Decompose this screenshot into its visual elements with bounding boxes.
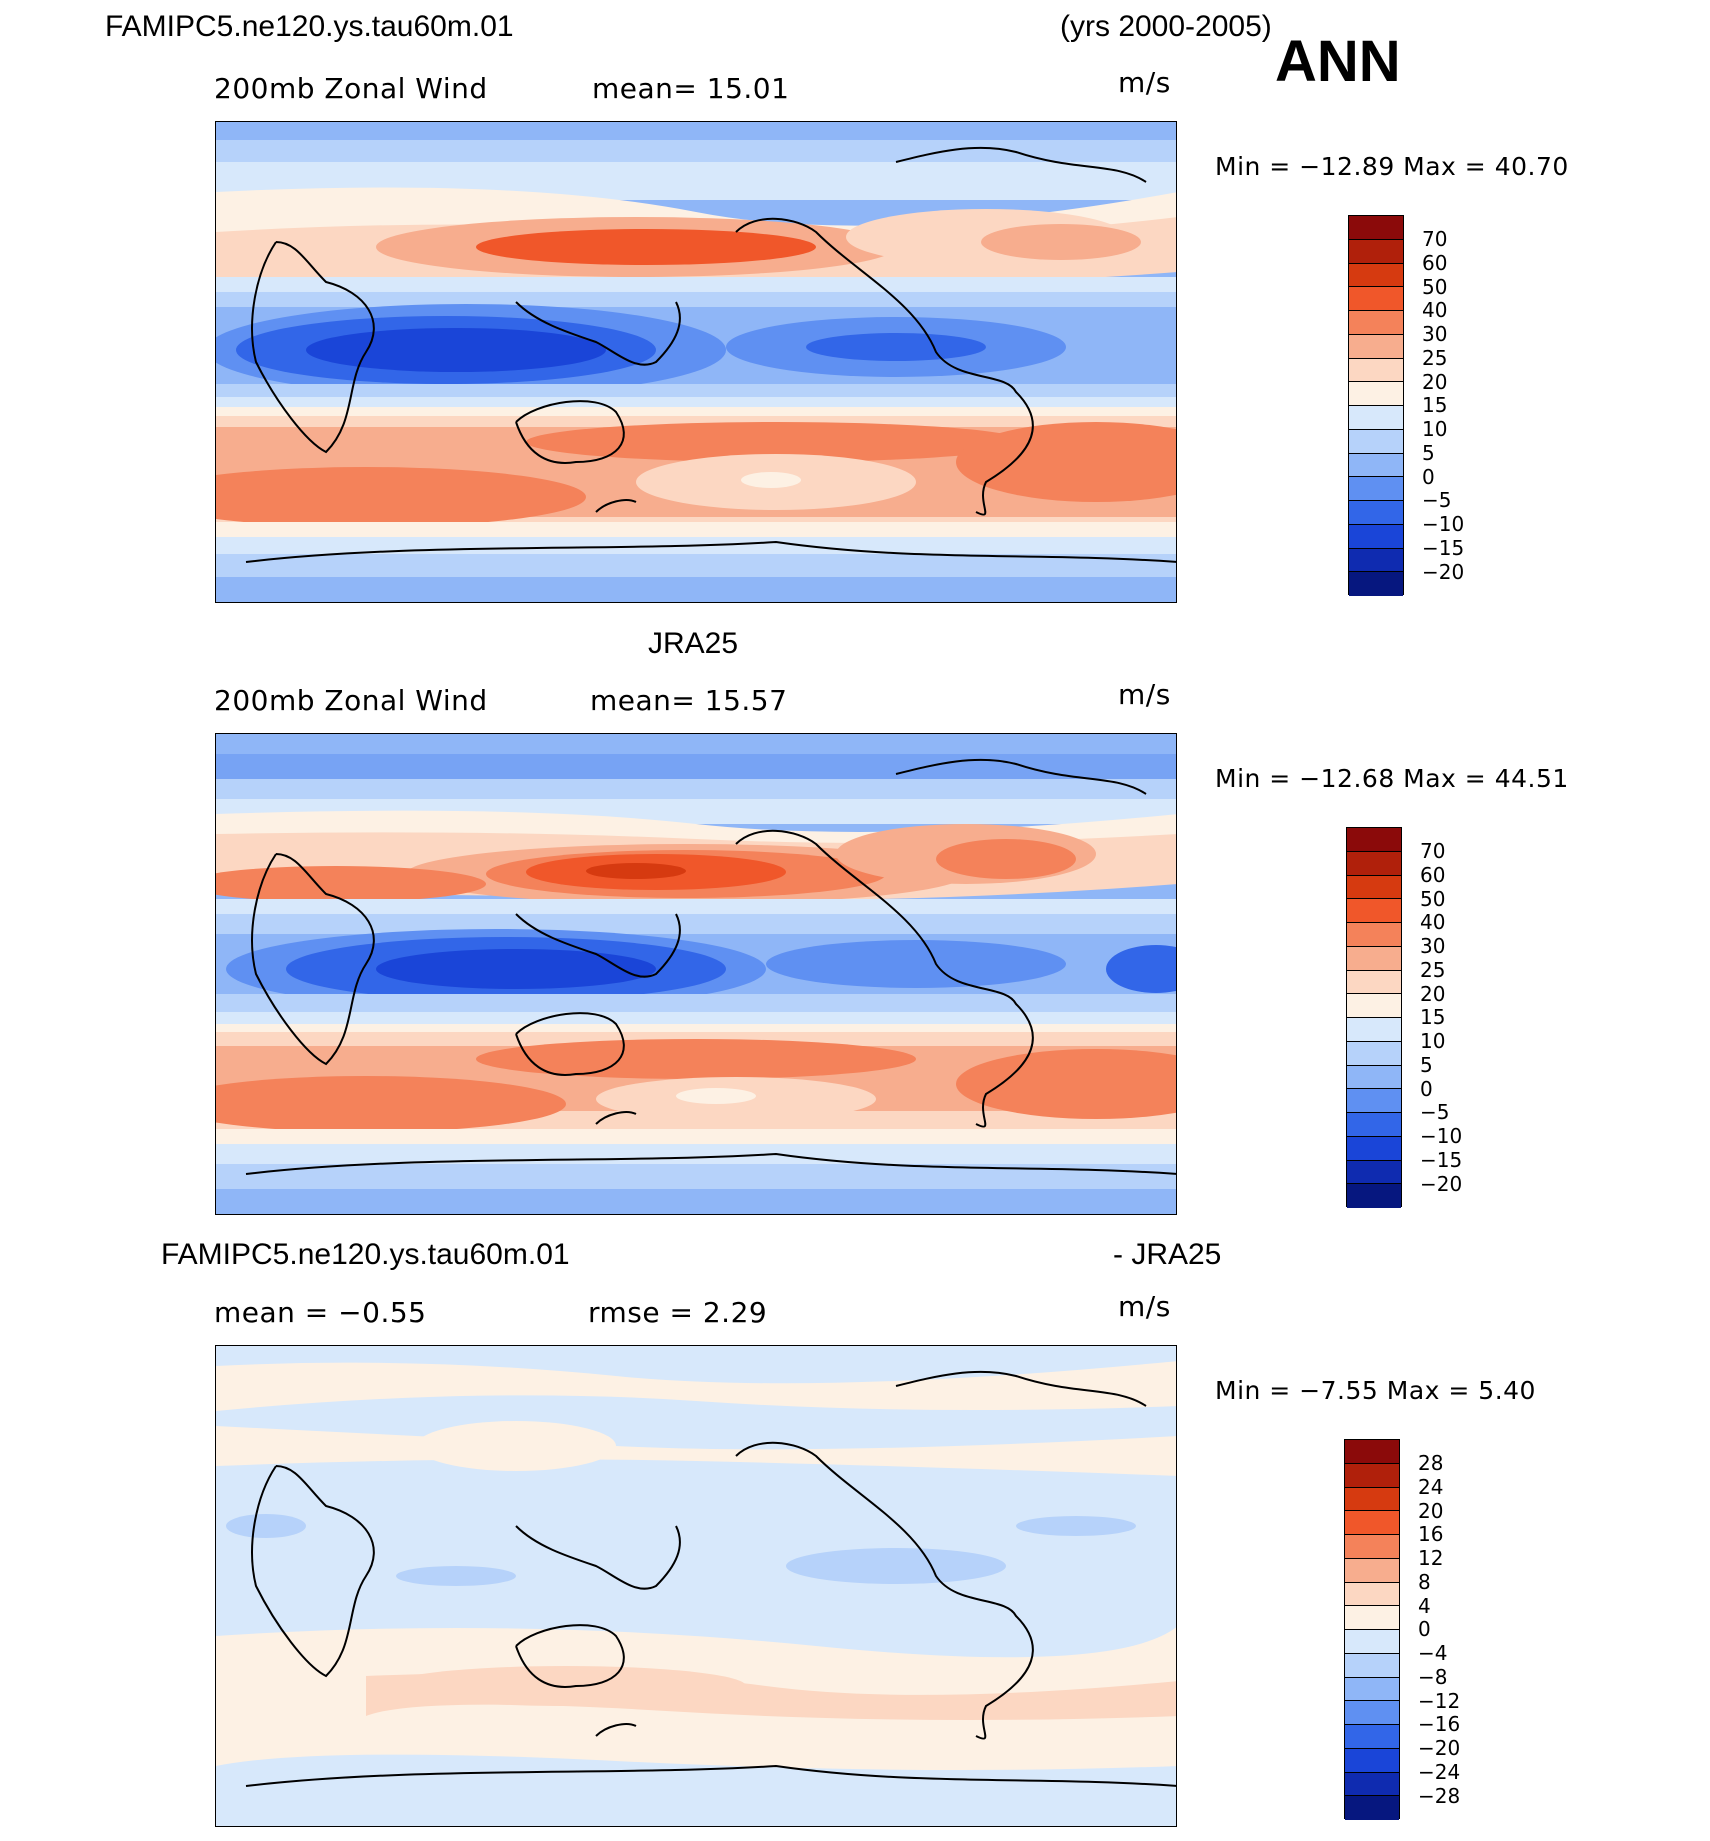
colorbar-label: 15 xyxy=(1422,393,1448,418)
panel3-units-label: m/s xyxy=(1118,1290,1171,1323)
colorbar-label: 8 xyxy=(1418,1569,1431,1594)
colorbar-label: −28 xyxy=(1418,1783,1461,1808)
panel2-title: JRA25 xyxy=(648,627,739,660)
colorbar-label: −10 xyxy=(1420,1124,1463,1148)
panel2-mean-label: mean= 15.57 xyxy=(590,684,788,717)
colorbar-label: 0 xyxy=(1418,1617,1431,1642)
colorbar-label: −24 xyxy=(1418,1759,1461,1784)
colorbar-label: −15 xyxy=(1422,535,1465,560)
colorbar-label: −4 xyxy=(1418,1641,1448,1665)
panel2-units-label: m/s xyxy=(1118,678,1171,711)
panel2-contour-map xyxy=(216,734,1176,1214)
panel3-title-left: FAMIPC5.ne120.ys.tau60m.01 xyxy=(161,1238,570,1271)
colorbar-label: 60 xyxy=(1422,250,1448,275)
panel2-minmax-label: Min = −12.68 Max = 44.51 xyxy=(1215,764,1569,793)
panel1-mean-label: mean= 15.01 xyxy=(592,72,790,105)
colorbar-label: −12 xyxy=(1418,1688,1461,1713)
panel3-rmse-label: rmse = 2.29 xyxy=(588,1296,768,1329)
colorbar-label: 0 xyxy=(1420,1076,1433,1101)
panel1-minmax-label: Min = −12.89 Max = 40.70 xyxy=(1215,152,1569,181)
colorbar-label: 0 xyxy=(1422,464,1435,489)
panel2-map xyxy=(215,733,1177,1215)
colorbar-label: 16 xyxy=(1418,1522,1444,1547)
colorbar-label: 70 xyxy=(1420,839,1446,863)
colorbar-label: 4 xyxy=(1418,1593,1431,1618)
colorbar-label: −20 xyxy=(1422,559,1465,584)
panel1-units-label: m/s xyxy=(1118,66,1171,99)
colorbar-label: 70 xyxy=(1422,227,1448,251)
colorbar-label: −16 xyxy=(1418,1712,1461,1737)
case-name-title: FAMIPC5.ne120.ys.tau60m.01 xyxy=(105,10,514,43)
colorbar-label: 40 xyxy=(1422,298,1448,323)
colorbar-label: 25 xyxy=(1422,345,1448,370)
colorbar-label: 30 xyxy=(1420,934,1446,958)
colorbar-label: 50 xyxy=(1422,274,1448,299)
colorbar-label: −15 xyxy=(1420,1147,1463,1172)
panel1-contour-map xyxy=(216,122,1176,602)
colorbar-label: 20 xyxy=(1418,1498,1444,1523)
colorbar-label: 15 xyxy=(1420,1005,1446,1030)
years-label: (yrs 2000-2005) xyxy=(1060,10,1272,43)
colorbar-label: 5 xyxy=(1420,1052,1433,1077)
panel3-mean-label: mean = −0.55 xyxy=(214,1296,427,1329)
colorbar-label: 25 xyxy=(1420,957,1446,982)
colorbar-label: 50 xyxy=(1420,886,1446,911)
colorbar-label: 24 xyxy=(1418,1474,1444,1499)
colorbar-label: −8 xyxy=(1418,1664,1448,1689)
colorbar-label: 30 xyxy=(1422,322,1448,346)
panel3-title-right: - JRA25 xyxy=(1113,1238,1222,1271)
panel2-field-label: 200mb Zonal Wind xyxy=(214,684,488,717)
colorbar-label: −5 xyxy=(1422,488,1452,513)
colorbar-label: 28 xyxy=(1418,1451,1444,1475)
panel1-field-label: 200mb Zonal Wind xyxy=(214,72,488,105)
colorbar-label: 20 xyxy=(1420,981,1446,1006)
colorbar-label: 5 xyxy=(1422,440,1435,465)
panel3-colorbar xyxy=(1344,1439,1400,1820)
panel3-map xyxy=(215,1345,1177,1827)
colorbar-label: −10 xyxy=(1422,512,1465,536)
panel1-map xyxy=(215,121,1177,603)
colorbar-label: 10 xyxy=(1422,417,1448,441)
colorbar-label: 40 xyxy=(1420,910,1446,935)
panel1-colorbar xyxy=(1348,215,1404,596)
panel2-colorbar xyxy=(1346,827,1402,1208)
colorbar-label: −20 xyxy=(1418,1736,1461,1760)
season-label: ANN xyxy=(1275,29,1401,94)
colorbar-label: −20 xyxy=(1420,1171,1463,1196)
colorbar-label: 10 xyxy=(1420,1029,1446,1053)
colorbar-label: −5 xyxy=(1420,1100,1450,1125)
colorbar-label: 20 xyxy=(1422,369,1448,394)
panel3-contour-map xyxy=(216,1346,1176,1826)
colorbar-label: 12 xyxy=(1418,1546,1444,1570)
panel3-minmax-label: Min = −7.55 Max = 5.40 xyxy=(1215,1376,1536,1405)
colorbar-label: 60 xyxy=(1420,862,1446,887)
